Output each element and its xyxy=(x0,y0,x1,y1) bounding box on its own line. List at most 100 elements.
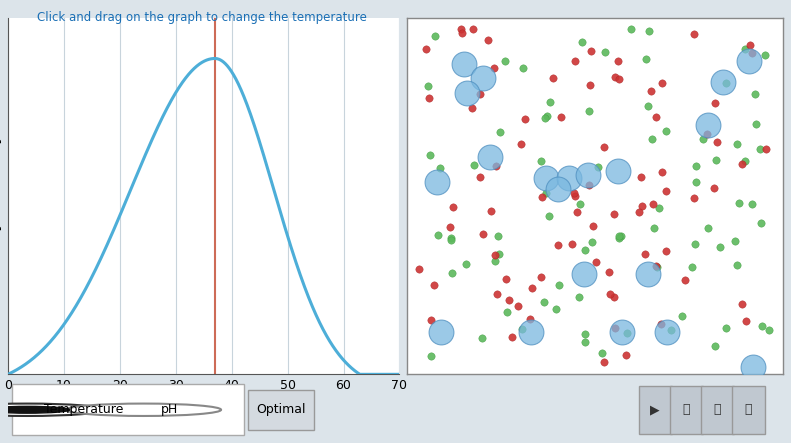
Point xyxy=(554,113,567,120)
Point xyxy=(431,178,444,185)
Point xyxy=(535,157,547,164)
Point xyxy=(425,316,437,323)
Point xyxy=(731,141,744,148)
Point xyxy=(434,165,447,172)
Point xyxy=(702,225,714,232)
Point xyxy=(576,39,589,46)
Circle shape xyxy=(0,406,70,413)
Point xyxy=(536,194,548,201)
Point xyxy=(756,322,769,329)
Point xyxy=(573,294,585,301)
Point xyxy=(429,32,441,39)
Point xyxy=(428,282,441,289)
Circle shape xyxy=(0,404,105,416)
Point xyxy=(569,193,581,200)
Point xyxy=(633,208,645,215)
Point xyxy=(422,82,434,89)
Point xyxy=(494,129,506,136)
Point xyxy=(587,222,600,229)
Point xyxy=(740,317,753,324)
X-axis label: Temperature °C: Temperature °C xyxy=(142,398,265,412)
Point xyxy=(597,144,610,151)
Point xyxy=(613,234,626,241)
Point xyxy=(413,266,426,273)
Point xyxy=(488,252,501,259)
Point xyxy=(541,113,554,120)
Point xyxy=(650,263,663,270)
Point xyxy=(553,281,566,288)
Point xyxy=(562,175,575,182)
Point xyxy=(568,189,581,196)
Point xyxy=(651,263,664,270)
Point xyxy=(581,171,594,178)
Point xyxy=(506,333,519,340)
Point xyxy=(467,25,479,32)
Point xyxy=(640,55,653,62)
Point xyxy=(642,271,654,278)
Point xyxy=(743,57,755,64)
Point xyxy=(603,268,615,276)
Point xyxy=(524,315,536,322)
Point xyxy=(687,31,700,38)
Point xyxy=(455,26,467,33)
Point xyxy=(613,233,626,240)
Point xyxy=(598,359,611,366)
Point xyxy=(490,163,502,170)
Point xyxy=(690,179,702,186)
Point xyxy=(543,213,555,220)
Point xyxy=(574,201,587,208)
Point xyxy=(592,163,604,170)
Point xyxy=(648,225,660,232)
Point xyxy=(748,90,761,97)
Point xyxy=(525,328,538,335)
Point xyxy=(621,329,634,336)
Point xyxy=(717,78,729,85)
Point xyxy=(577,271,590,278)
Point xyxy=(493,251,505,258)
Point xyxy=(489,257,501,264)
Point xyxy=(578,330,591,338)
Point xyxy=(543,98,556,105)
Point xyxy=(476,231,489,238)
Point xyxy=(720,79,732,86)
Point xyxy=(551,306,563,313)
Y-axis label: Enzyme activity: Enzyme activity xyxy=(0,134,2,258)
FancyBboxPatch shape xyxy=(638,386,672,434)
Point xyxy=(700,130,713,137)
Point xyxy=(713,244,726,251)
Point xyxy=(445,234,457,241)
Point xyxy=(460,260,472,268)
Point xyxy=(611,167,624,175)
Point xyxy=(609,325,622,332)
Point xyxy=(719,325,732,332)
Point xyxy=(729,237,741,244)
Point xyxy=(754,145,766,152)
Point xyxy=(686,263,698,270)
FancyBboxPatch shape xyxy=(732,386,765,434)
Point xyxy=(579,338,592,346)
Point xyxy=(446,204,459,211)
Point xyxy=(709,100,721,107)
Point xyxy=(547,74,559,82)
Point xyxy=(676,312,689,319)
Point xyxy=(585,48,597,55)
Point xyxy=(659,127,672,134)
Point xyxy=(425,353,437,360)
Point xyxy=(731,261,744,268)
Point xyxy=(551,185,564,192)
Point xyxy=(656,168,668,175)
Point xyxy=(620,351,633,358)
Point xyxy=(476,75,489,82)
Point xyxy=(499,275,512,282)
FancyBboxPatch shape xyxy=(669,386,703,434)
Point xyxy=(750,120,763,128)
Point xyxy=(518,115,531,122)
Point xyxy=(746,50,759,57)
Point xyxy=(475,334,488,341)
Text: Optimal: Optimal xyxy=(256,403,306,416)
Text: Temperature: Temperature xyxy=(44,403,123,416)
Point xyxy=(642,27,655,34)
Point xyxy=(612,76,625,83)
Point xyxy=(539,189,552,196)
Point xyxy=(435,328,448,335)
